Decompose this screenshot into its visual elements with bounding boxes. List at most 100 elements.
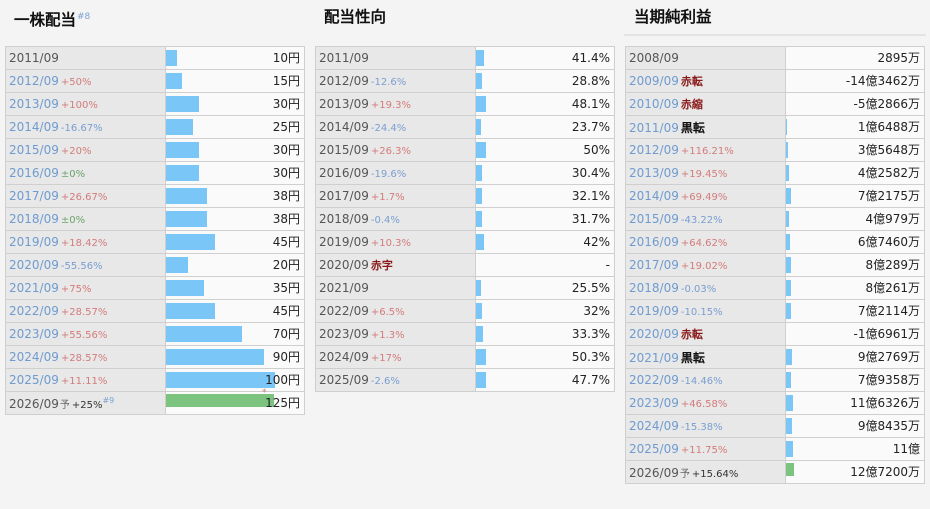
year-link[interactable]: 2012/09 <box>629 143 679 157</box>
change-rate: +1.3% <box>370 330 405 341</box>
row-value: 25.5% <box>475 276 615 300</box>
row-label: 2020/09 赤字 <box>315 253 476 277</box>
value-text: 28.8% <box>571 74 610 88</box>
row-label: 2019/09 +18.42% <box>5 230 166 254</box>
year-link[interactable]: 2024/09 <box>9 350 59 364</box>
year-link: 2008/09 <box>629 51 679 65</box>
year-link[interactable]: 2022/09 <box>629 373 679 387</box>
value-bar <box>476 349 487 365</box>
value-bar <box>166 372 275 388</box>
year-link[interactable]: 2018/09 <box>9 212 59 226</box>
year-link[interactable]: 2013/09 <box>629 166 679 180</box>
change-rate: ±0% <box>60 169 86 180</box>
table-row: 2016/09 -19.6% 30.4% <box>315 161 615 185</box>
year-link[interactable]: 2025/09 <box>629 442 679 456</box>
row-label: 2021/09 黒転 <box>625 345 786 369</box>
year-link[interactable]: 2019/09 <box>9 235 59 249</box>
row-value: 11億 <box>785 437 925 461</box>
row-value: 7億2175万 <box>785 184 925 208</box>
row-value: 30円 <box>165 138 305 162</box>
year-link[interactable]: 2014/09 <box>9 120 59 134</box>
value-text: 12億7200万 <box>850 465 920 479</box>
row-label: 2022/09 +28.57% <box>5 299 166 323</box>
value-bar <box>786 372 791 388</box>
row-label: 2011/09 <box>5 46 166 70</box>
value-text: 35円 <box>272 281 300 295</box>
footnote-link[interactable]: #9 <box>102 395 115 405</box>
year-link[interactable]: 2021/09 <box>629 350 679 365</box>
year-link[interactable]: 2023/09 <box>629 396 679 410</box>
value-text: 20円 <box>272 258 300 272</box>
row-value: 48.1% <box>475 92 615 116</box>
table-row: 2011/09 黒転 1億6488万 <box>625 115 925 139</box>
year-link: 2025/09 <box>319 373 369 387</box>
row-value: 32% <box>475 299 615 323</box>
year-link[interactable]: 2020/09 <box>629 327 679 341</box>
table-row: 2013/09 +19.3% 48.1% <box>315 92 615 116</box>
year-link[interactable]: 2016/09 <box>9 166 59 180</box>
year-link[interactable]: 2016/09 <box>629 235 679 249</box>
row-value: 8億261万 <box>785 276 925 300</box>
value-text: 7億2114万 <box>857 304 920 318</box>
year-link[interactable]: 2017/09 <box>629 258 679 272</box>
year-link[interactable]: 2015/09 <box>9 143 59 157</box>
year-link: 2017/09 <box>319 189 369 203</box>
year-link[interactable]: 2019/09 <box>629 304 679 318</box>
change-rate: -15.38% <box>680 422 723 433</box>
year-link[interactable]: 2022/09 <box>9 304 59 318</box>
change-rate: +28.57% <box>60 353 108 364</box>
change-rate: -12.6% <box>370 77 407 88</box>
year-link[interactable]: 2020/09 <box>9 258 59 272</box>
value-text: 15円 <box>272 74 300 88</box>
value-bar <box>786 211 789 227</box>
table-row: 2026/09予 +25%#9 * 125円 <box>5 388 305 415</box>
change-rate: +19.45% <box>680 169 728 180</box>
value-text: 11億 <box>892 442 920 456</box>
table-row: 2013/09 +19.45% 4億2582万 <box>625 161 925 185</box>
row-label: 2009/09 赤転 <box>625 69 786 93</box>
payout-title: 配当性向 <box>324 8 387 26</box>
table-row: 2025/09 +11.75% 11億 <box>625 437 925 461</box>
year-link[interactable]: 2025/09 <box>9 373 59 387</box>
payout-table: 2011/09 41.4% 2012/09 -12.6% 28.8% 2013/09 +19… <box>315 46 615 392</box>
change-rate: -0.4% <box>370 215 400 226</box>
change-rate: -43.22% <box>680 215 723 226</box>
row-label: 2025/09 +11.75% <box>625 437 786 461</box>
year-link[interactable]: 2017/09 <box>9 189 59 203</box>
value-text: 45円 <box>272 304 300 318</box>
year-link: 2024/09 <box>319 350 369 364</box>
row-value: 30円 <box>165 161 305 185</box>
row-label: 2010/09 赤縮 <box>625 92 786 116</box>
value-bar <box>786 188 791 204</box>
value-text: 25円 <box>272 120 300 134</box>
value-bar <box>786 257 792 273</box>
year-link[interactable]: 2012/09 <box>9 74 59 88</box>
row-label: 2024/09 +28.57% <box>5 345 166 369</box>
year-link[interactable]: 2010/09 <box>629 97 679 111</box>
table-row: 2011/09 10円 <box>5 46 305 70</box>
year-link[interactable]: 2024/09 <box>629 419 679 433</box>
year-link[interactable]: 2023/09 <box>9 327 59 341</box>
value-bar <box>476 142 486 158</box>
change-rate: +19.02% <box>680 261 728 272</box>
dividend-title-note[interactable]: #8 <box>77 12 91 22</box>
value-text: 90円 <box>272 350 300 364</box>
row-label: 2017/09 +19.02% <box>625 253 786 277</box>
value-text: 25.5% <box>571 281 610 295</box>
profit-title: 当期純利益 <box>624 0 926 36</box>
value-text: 33.3% <box>571 327 610 341</box>
row-label: 2026/09予 +25%#9 <box>5 391 166 415</box>
year-link[interactable]: 2015/09 <box>629 212 679 226</box>
year-link[interactable]: 2011/09 <box>629 120 679 135</box>
year-link[interactable]: 2021/09 <box>9 281 59 295</box>
row-label: 2013/09 +19.45% <box>625 161 786 185</box>
year-link[interactable]: 2009/09 <box>629 74 679 88</box>
table-row: 2012/09 -12.6% 28.8% <box>315 69 615 93</box>
status-tag: 赤転 <box>680 75 703 88</box>
year-link[interactable]: 2014/09 <box>629 189 679 203</box>
year-link[interactable]: 2013/09 <box>9 97 59 111</box>
year-link[interactable]: 2018/09 <box>629 281 679 295</box>
table-row: 2019/09 +18.42% 45円 <box>5 230 305 254</box>
value-bar <box>166 119 193 135</box>
row-label: 2013/09 +19.3% <box>315 92 476 116</box>
